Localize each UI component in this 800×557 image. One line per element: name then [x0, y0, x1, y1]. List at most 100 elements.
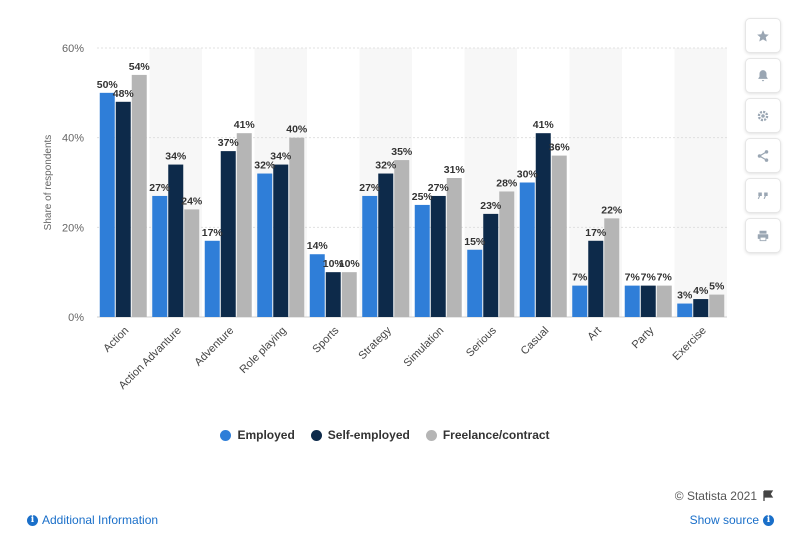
favorite-button[interactable]: [745, 18, 781, 53]
bar: [309, 254, 325, 317]
x-axis-label: Role playing: [238, 325, 289, 376]
data-label: 40%: [286, 124, 308, 136]
cite-button[interactable]: [745, 178, 781, 213]
x-axis-label: Adventure: [192, 325, 236, 369]
bar: [341, 272, 357, 317]
legend-marker: [310, 429, 322, 441]
data-label: 22%: [601, 204, 623, 216]
data-label: 41%: [533, 119, 555, 131]
additional-information-label: Additional Information: [42, 513, 159, 527]
data-label: 41%: [234, 119, 256, 131]
legend: Employed Self-employed Freelance/contrac…: [0, 428, 770, 442]
data-label: 5%: [709, 281, 725, 293]
data-label: 27%: [149, 182, 171, 194]
data-label: 34%: [165, 151, 187, 163]
data-label: 25%: [412, 191, 434, 203]
data-labels: 50%48%54%27%34%24%17%37%41%32%34%40%14%1…: [97, 61, 725, 302]
additional-information-link[interactable]: i Additional Information: [27, 513, 158, 527]
bar: [220, 151, 236, 317]
credit-text: © Statista 2021: [674, 489, 757, 503]
x-axis-label: Art: [585, 325, 603, 343]
legend-marker: [220, 429, 232, 441]
x-axis-label: Casual: [519, 325, 552, 358]
x-axis-label: Strategy: [356, 324, 394, 362]
data-label: 24%: [181, 195, 203, 207]
flag-icon: [763, 490, 774, 501]
settings-button[interactable]: [745, 98, 781, 133]
print-button[interactable]: [745, 218, 781, 253]
bar: [693, 299, 709, 317]
y-tick-label: 60%: [62, 43, 84, 55]
bar: [467, 249, 483, 317]
chart-toolbar: [745, 18, 781, 253]
bar: [677, 303, 693, 317]
data-label: 34%: [270, 151, 292, 163]
bar: [99, 92, 115, 317]
y-axis-title: Share of respondents: [43, 135, 54, 231]
data-label: 23%: [480, 200, 502, 212]
data-label: 28%: [496, 177, 518, 189]
bar: [257, 173, 273, 317]
y-tick-label: 20%: [62, 222, 84, 234]
bell-icon: [758, 69, 768, 81]
grid-lines: [97, 47, 727, 318]
x-axis-label: Simulation: [402, 325, 447, 370]
info-icon: i: [763, 514, 774, 526]
y-tick-label: 0%: [68, 312, 84, 324]
bar: [499, 191, 515, 317]
bar: [184, 209, 200, 317]
bar-chart: 0% 20% 40% 60% Share of respondents 50%48% 5…: [43, 43, 727, 392]
data-label: 4%: [693, 285, 709, 297]
legend-label: Employed: [237, 428, 295, 442]
data-label: 15%: [464, 236, 486, 248]
data-label: 48%: [113, 88, 135, 100]
bar: [236, 133, 252, 317]
y-axis-ticks: 0% 20% 40% 60%: [62, 43, 84, 324]
data-label: 27%: [428, 182, 450, 194]
legend-label: Self-employed: [327, 428, 410, 442]
bar: [289, 137, 305, 317]
y-tick-label: 40%: [62, 133, 84, 145]
data-label: 7%: [641, 272, 657, 284]
bar: [551, 155, 567, 317]
bar: [572, 285, 588, 317]
data-label: 7%: [572, 272, 588, 284]
bar: [204, 240, 220, 317]
legend-item-freelance[interactable]: Freelance/contract: [425, 428, 550, 442]
bar: [446, 178, 462, 317]
category-band: [674, 48, 727, 317]
bar: [115, 101, 131, 317]
print-icon: [757, 230, 769, 241]
x-axis-label: Action: [101, 325, 131, 355]
info-icon: i: [27, 514, 38, 526]
bar: [362, 195, 378, 317]
data-label: 30%: [517, 169, 539, 181]
bars: [99, 74, 725, 318]
share-icon: [757, 149, 769, 162]
legend-item-employed[interactable]: Employed: [220, 428, 295, 442]
x-axis-label: Exercise: [671, 325, 709, 363]
bar: [640, 285, 656, 317]
bar: [430, 195, 446, 317]
bar: [709, 294, 725, 317]
data-label: 31%: [444, 164, 466, 176]
bar: [168, 164, 184, 317]
legend-marker: [425, 429, 437, 441]
data-label: 7%: [657, 272, 673, 284]
data-label: 37%: [218, 137, 240, 149]
show-source-link[interactable]: Show source i: [690, 513, 774, 527]
notification-button[interactable]: [745, 58, 781, 93]
statista-credit: © Statista 2021: [675, 489, 774, 503]
bar: [656, 285, 672, 317]
share-button[interactable]: [745, 138, 781, 173]
data-label: 17%: [585, 227, 607, 239]
bar: [131, 74, 147, 318]
bar: [624, 285, 640, 317]
x-axis-label: Party: [630, 324, 657, 351]
bar: [483, 213, 499, 317]
quote-icon: [757, 192, 768, 199]
legend-item-self-employed[interactable]: Self-employed: [310, 428, 410, 442]
bar: [273, 164, 289, 317]
